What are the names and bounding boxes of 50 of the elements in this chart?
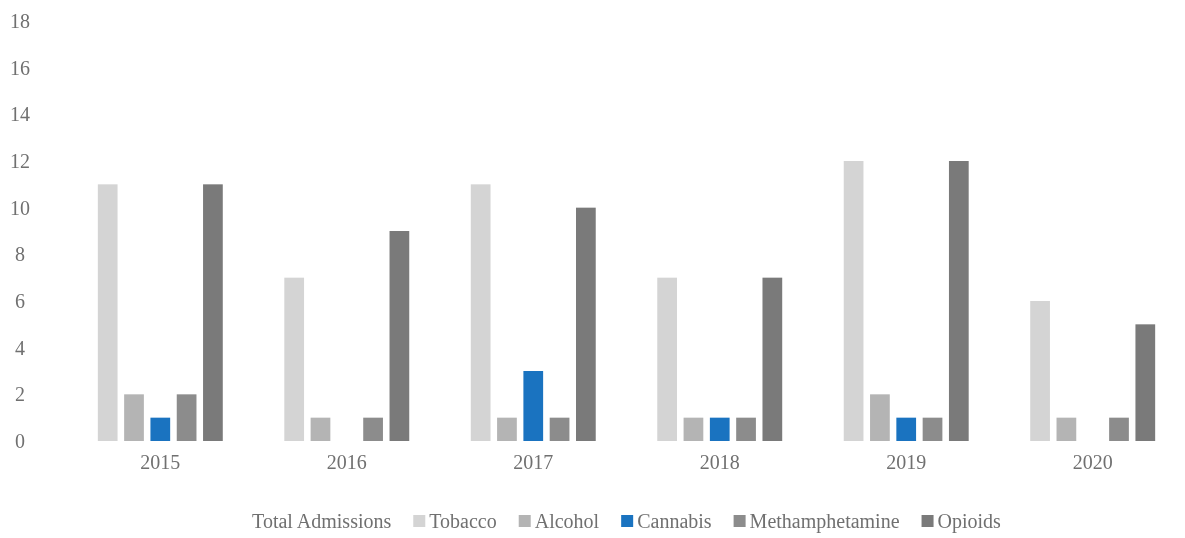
x-tick-label: 2020 [1072,451,1113,474]
y-tick-label: 18 [10,9,30,32]
bar [657,277,677,441]
bar [948,161,969,441]
legend-label: Methamphetamine [749,510,900,533]
bar [762,277,783,441]
bar [709,417,730,441]
bar [1109,417,1129,441]
bar [124,394,144,441]
y-tick-label: 14 [10,103,30,126]
bar [203,184,223,441]
x-tick-label: 2015 [140,451,181,474]
bar [150,417,171,441]
y-tick-label: 2 [15,383,25,406]
bar [470,184,491,441]
y-tick-label: 8 [15,243,25,266]
legend-title: Total Admissions [252,510,392,532]
y-tick-label: 0 [15,429,25,452]
bar [497,417,517,441]
x-tick-label: 2017 [513,451,554,474]
bar [922,417,943,441]
y-tick-label: 10 [10,196,30,219]
bar [363,417,383,441]
bar [1030,301,1050,441]
bar [284,277,305,441]
legend-label: Alcohol [534,510,600,532]
bar [523,371,544,441]
bar [549,417,570,441]
bar [870,394,890,441]
y-tick-label: 16 [10,56,30,79]
bar [843,161,864,441]
y-tick-label: 4 [15,336,25,359]
bar [176,394,197,441]
bar [389,231,410,441]
bar [896,417,917,441]
x-tick-label: 2016 [326,451,367,474]
legend-label: Tobacco [429,510,497,532]
bar [1056,417,1077,441]
bar [576,207,596,441]
legend-label: Cannabis [637,510,712,532]
x-tick-label: 2019 [886,451,927,474]
legend-label: Opioids [937,510,1002,533]
y-tick-label: 6 [15,289,25,312]
bar [736,417,756,441]
bar [683,417,704,441]
bar [97,184,118,441]
bar [1135,324,1156,441]
x-tick-label: 2018 [699,451,740,474]
bar [310,417,331,441]
y-tick-label: 12 [10,149,30,172]
